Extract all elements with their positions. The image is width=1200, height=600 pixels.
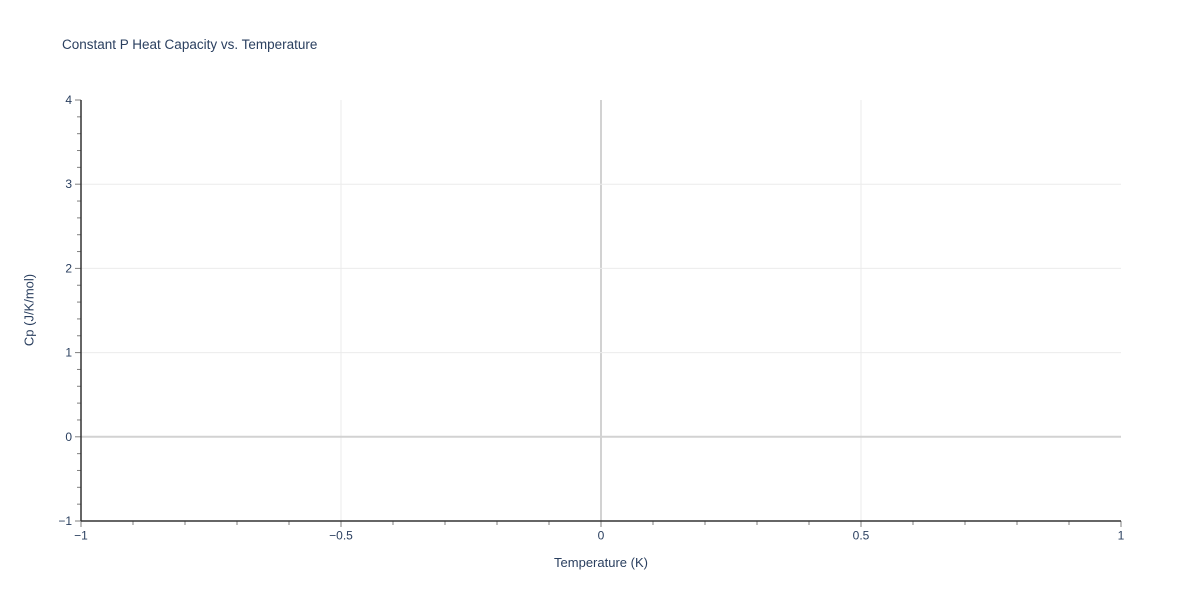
x-tick-label: 0 bbox=[598, 529, 605, 543]
y-tick-label: −1 bbox=[58, 514, 72, 528]
x-tick-label: −1 bbox=[74, 529, 88, 543]
x-tick-label: 1 bbox=[1118, 529, 1125, 543]
x-tick-label: 0.5 bbox=[853, 529, 870, 543]
chart-title: Constant P Heat Capacity vs. Temperature bbox=[62, 37, 318, 52]
y-tick-label: 0 bbox=[65, 430, 72, 444]
y-tick-label: 4 bbox=[65, 93, 72, 107]
y-tick-label: 3 bbox=[65, 177, 72, 191]
x-tick-label: −0.5 bbox=[329, 529, 353, 543]
y-tick-label: 1 bbox=[65, 346, 72, 360]
y-tick-label: 2 bbox=[65, 261, 72, 275]
x-axis-title: Temperature (K) bbox=[554, 555, 648, 570]
